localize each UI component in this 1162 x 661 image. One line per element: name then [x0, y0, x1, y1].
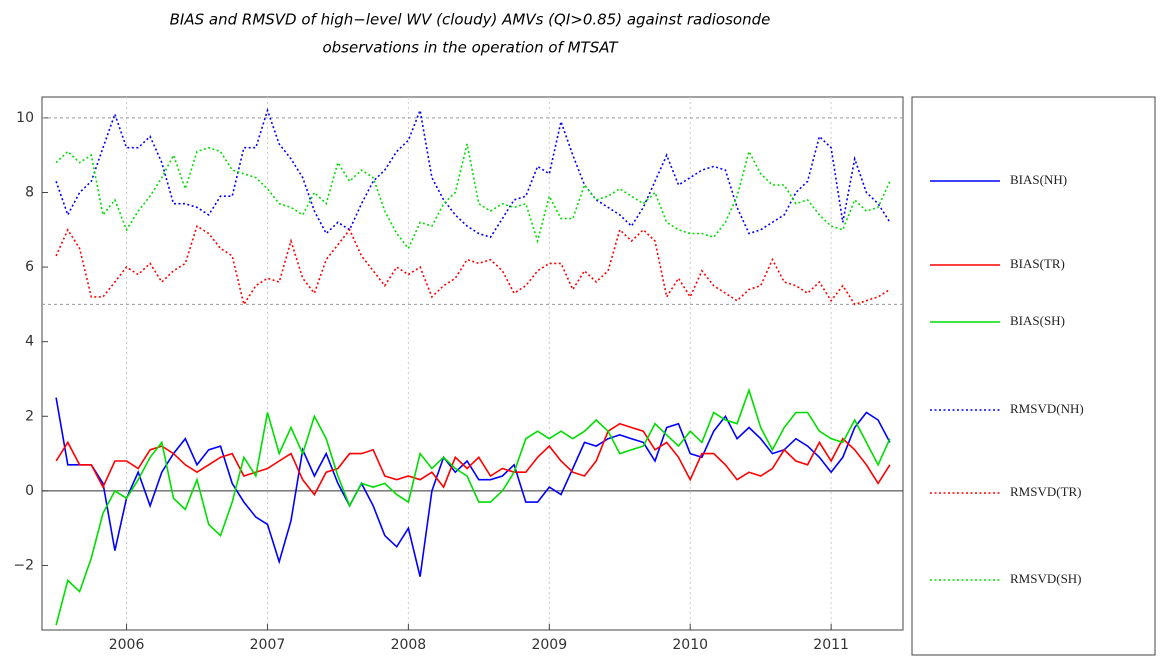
- x-tick-label: 2008: [391, 637, 427, 653]
- legend-label: BIAS(NH): [1010, 172, 1067, 187]
- y-tick-label: 6: [25, 259, 34, 275]
- y-tick-label: −2: [13, 557, 34, 573]
- x-tick-label: 2011: [813, 637, 849, 653]
- legend-label: RMSVD(SH): [1010, 571, 1082, 586]
- x-tick-label: 2006: [109, 637, 145, 653]
- y-tick-label: 2: [25, 408, 34, 424]
- x-tick-label: 2010: [672, 637, 708, 653]
- series-line: [55, 224, 891, 307]
- series-line: [55, 397, 891, 577]
- legend-label: BIAS(TR): [1010, 256, 1065, 271]
- legend-label: BIAS(SH): [1010, 313, 1065, 328]
- plot-frame: [41, 96, 904, 631]
- x-tick-label: 2007: [250, 637, 286, 653]
- x-tick-label: 2009: [531, 637, 567, 653]
- chart-subtitle: observations in the operation of MTSAT: [322, 39, 619, 57]
- chart-title: BIAS and RMSVD of high−level WV (cloudy)…: [170, 11, 771, 29]
- series-line: [55, 387, 891, 626]
- y-tick-label: 8: [25, 184, 34, 200]
- legend-label: RMSVD(TR): [1010, 484, 1082, 499]
- series-line: [55, 422, 891, 497]
- y-tick-label: 0: [25, 483, 34, 499]
- y-tick-label: 4: [25, 334, 34, 350]
- series-line: [55, 143, 891, 250]
- legend-box: [911, 96, 1156, 656]
- legend-label: RMSVD(NH): [1010, 401, 1084, 416]
- y-tick-label: 10: [16, 110, 34, 126]
